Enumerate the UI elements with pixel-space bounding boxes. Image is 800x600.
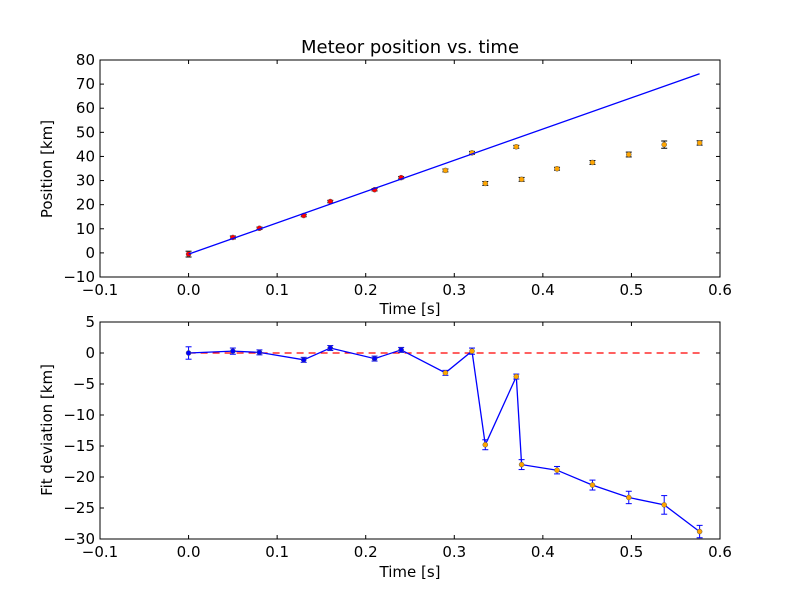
data-point xyxy=(626,494,632,501)
y-tick-label: 50 xyxy=(76,123,95,141)
data-point xyxy=(469,348,475,354)
data-point xyxy=(230,348,236,354)
chart-title: Meteor position vs. time xyxy=(301,37,519,58)
data-point xyxy=(696,140,703,146)
data-point xyxy=(371,355,378,362)
y-tick-label: −10 xyxy=(63,268,95,286)
x-tick-label: 0.5 xyxy=(619,281,643,299)
data-point xyxy=(696,528,703,535)
y-tick-label: 70 xyxy=(76,75,95,93)
data-point xyxy=(185,350,192,356)
x-tick-label: 0.3 xyxy=(442,281,466,299)
y-axis-label: Position [km] xyxy=(38,120,56,218)
data-point xyxy=(589,482,596,488)
y-tick-label: 60 xyxy=(76,99,95,117)
deviation-panel: Time [s] Fit deviation [km] −0.1 0.0 0.1 0.… xyxy=(38,313,732,581)
data-point xyxy=(300,357,307,363)
plot-frame xyxy=(99,321,721,540)
x-tick-label: 0.3 xyxy=(442,543,466,561)
data-point xyxy=(518,176,525,183)
data-point xyxy=(554,467,560,473)
data-point xyxy=(482,442,489,448)
data-point xyxy=(513,144,520,150)
data-point xyxy=(626,151,632,158)
y-tick-label: 5 xyxy=(85,313,95,331)
x-tick-label: 0.5 xyxy=(619,543,643,561)
x-tick-label: 0.0 xyxy=(177,281,201,299)
data-point xyxy=(398,347,404,353)
data-point xyxy=(482,180,489,187)
x-axis-label: Time [s] xyxy=(379,300,441,318)
y-tick-label: −20 xyxy=(63,468,95,486)
x-tick-label: 0.1 xyxy=(265,281,289,299)
data-point xyxy=(554,165,560,172)
fit-line xyxy=(188,73,700,255)
data-point xyxy=(661,141,667,148)
y-tick-label: 40 xyxy=(76,147,95,165)
data-point xyxy=(661,502,667,508)
y-tick-label: −5 xyxy=(73,375,95,393)
y-tick-label: −10 xyxy=(63,406,95,424)
data-point xyxy=(589,159,596,166)
y-axis-label: Fit deviation [km] xyxy=(38,364,56,496)
x-tick-label: 0.4 xyxy=(531,281,555,299)
y-tick-label: 0 xyxy=(85,344,95,362)
y-tick-label: −25 xyxy=(63,499,95,517)
x-tick-label: −0.1 xyxy=(82,281,118,299)
x-tick-label: 0.2 xyxy=(354,543,378,561)
data-point xyxy=(185,251,192,257)
y-tick-label: −15 xyxy=(63,437,95,455)
data-point xyxy=(442,167,449,174)
y-tick-label: 30 xyxy=(76,172,95,190)
x-tick-label: −0.1 xyxy=(82,543,118,561)
data-point xyxy=(442,370,449,376)
y-tick-label: −30 xyxy=(63,530,95,548)
x-tick-label: 0.0 xyxy=(177,543,201,561)
data-point xyxy=(518,461,525,468)
x-tick-label: 0.1 xyxy=(265,543,289,561)
y-tick-label: 20 xyxy=(76,196,95,214)
data-point xyxy=(513,373,520,380)
data-point xyxy=(256,349,263,356)
y-tick-label: 80 xyxy=(76,51,95,69)
x-tick-label: 0.4 xyxy=(531,543,555,561)
y-tick-label: 0 xyxy=(85,244,95,262)
x-tick-label: 0.2 xyxy=(354,281,378,299)
position-panel: Meteor position vs. time Time [s] Positi… xyxy=(38,37,732,318)
x-axis-label: Time [s] xyxy=(379,563,441,581)
plot-frame xyxy=(99,59,721,278)
x-tick-label: 0.6 xyxy=(708,543,732,561)
y-tick-label: 10 xyxy=(76,220,95,238)
x-tick-label: 0.6 xyxy=(708,281,732,299)
data-point xyxy=(327,345,334,351)
